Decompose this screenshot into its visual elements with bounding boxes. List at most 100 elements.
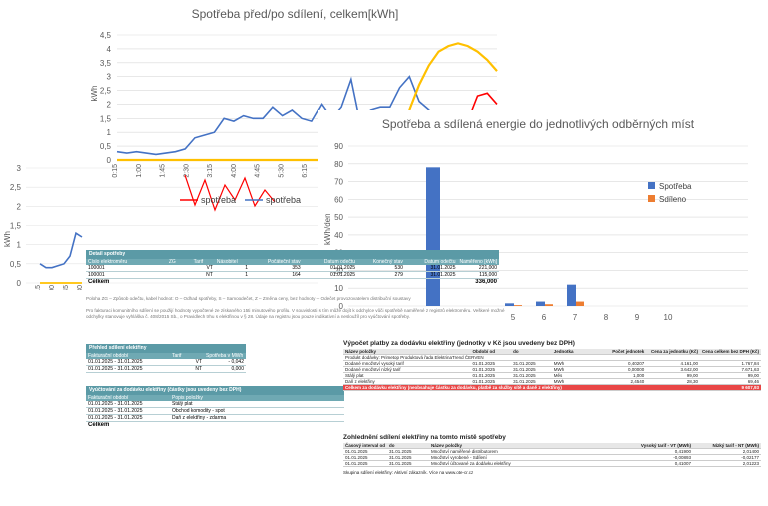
cell: 0,41007 (603, 460, 694, 467)
detail-title: Detail spotřeby (86, 250, 499, 259)
detail-col-tarif: Tarif (193, 259, 204, 265)
back-line-chart-svg: 3 2,5 2 1,5 1 0,5 0 kWh 0:15 1:00 1:45 2:30 spotřeba… (3, 164, 318, 299)
legend-swatch-sdileno (648, 195, 655, 202)
x-tick-label: 2:30 (183, 164, 190, 178)
legend-label: Sdíleno (659, 195, 687, 204)
table-row: Dodané množství vysoký tarif 01.01.2025 … (343, 360, 761, 367)
back-line-chart: 3 2,5 2 1,5 1 0,5 0 kWh 0:15 1:00 1:45 2:30 spotřeba… (0, 160, 320, 299)
vypocet-col-from: Období od (470, 349, 512, 355)
vypocet-table: Název položky Období od do Jednotka Poče… (343, 349, 761, 391)
vypocet-total-row: Celkem za dodávku elektřiny (neobsahuje … (343, 384, 761, 391)
detail-note: Pro fakturaci komunitního sdílení se pou… (86, 308, 505, 319)
bar-sdileno (576, 301, 584, 306)
x-tick-label: 6:15 (302, 164, 309, 178)
y-tick-label: 3,5 (100, 59, 112, 68)
y-tick-label: 0 (339, 302, 344, 311)
x-tick-label: 1:45 (160, 164, 167, 178)
series-line-yellow (117, 42, 498, 162)
cell: NT (170, 365, 204, 373)
cell: Obchod komodity - spot (170, 407, 344, 415)
y-tick-label: 0,5 (100, 142, 112, 151)
y-tick-label: 60 (334, 195, 343, 204)
cell: 01.01.2025 (343, 460, 388, 467)
detail-col-end: Konečný stav (372, 259, 403, 265)
y-tick-label: 80 (334, 160, 343, 169)
vypocet-col-count: Počet jednotek (593, 349, 647, 355)
table-row: 01.01.2025 - 31.01.2025 VT - 0,042 (86, 359, 246, 366)
prehled-section: Přehled sdílení elektřiny Fakturační obd… (86, 344, 246, 373)
cell: 1.767,84 (699, 360, 761, 367)
x-tick-label: 1:45 (63, 285, 70, 290)
legend-swatch-spotreba (648, 182, 655, 189)
x-tick-label: 7 (573, 313, 578, 322)
detail-col-meter: Číslo elektroměru (88, 259, 128, 265)
zohledneni-table: Časový interval od do Název položky Vyso… (343, 443, 761, 467)
bar-spotreba (536, 301, 545, 306)
cell: 2,01400 (693, 448, 761, 455)
series-line-blue (39, 231, 83, 269)
cell: Dodané množství nízký tarif (343, 366, 471, 373)
vyuctovani-title: Vyúčtování za dodávku elektřiny (částky … (86, 386, 344, 395)
cell: 01.01.2025 (302, 271, 358, 279)
x-tick-label: 8 (604, 313, 609, 322)
x-tick-label: 0:15 (112, 164, 119, 178)
vypocet-col-unit: Jednotka (551, 349, 594, 355)
cell: 01.01.2025 (470, 360, 512, 367)
x-tick-label: 3:15 (207, 164, 214, 178)
cell: MWh (551, 366, 594, 373)
detail-col-measured: Naměřeno [kWh] (459, 259, 497, 265)
vyuctovani-total-row: Celkem (86, 422, 344, 428)
y-tick-label: 1,5 (10, 222, 22, 231)
x-tick-label: 1:00 (136, 164, 143, 178)
prehled-col-period: Fakturační období (88, 353, 129, 359)
cell: 01.01.2025 - 31.01.2025 (86, 414, 170, 422)
cell: 99,00 (646, 372, 700, 379)
detail-col-date1: Datum odečtu (323, 259, 356, 265)
cell: 69,46 (699, 378, 761, 385)
y-tick-label: 0 (17, 279, 22, 288)
detail-col-date2: Datum odečtu (424, 259, 456, 265)
cell: 01.01.2025 (302, 265, 358, 272)
cell (166, 271, 192, 279)
vypocet-total-label: Celkem za dodávku elektřiny (neobsahuje … (343, 384, 700, 391)
x-tick-label: 4:45 (255, 164, 262, 178)
zohledneni-col-item: Název položky (429, 443, 604, 449)
table-row: 01.01.2025 - 31.01.2025 Stálý plat (86, 401, 344, 408)
detail-col-nasobitel: Násobitel (216, 259, 238, 265)
x-tick-label: 5:30 (278, 164, 285, 178)
cell: 7.671,63 (699, 366, 761, 373)
zohledneni-title: Zohlednění sdílení elektřiny na tomto mí… (343, 434, 506, 441)
cell: 31.01.2025 (511, 378, 552, 385)
detail-total-value: 336,000 (475, 279, 497, 285)
x-tick-label: 10 (664, 313, 673, 322)
cell: 0,00000 (593, 366, 647, 373)
y-tick-label: 2,5 (10, 183, 22, 192)
cell: 1 (214, 271, 250, 279)
cell: -0,02177 (693, 454, 761, 461)
cell (166, 265, 192, 272)
vyuctovani-col-item: Popis položky (172, 395, 203, 401)
cell: NT (191, 271, 215, 279)
vypocet-title: Výpočet platby za dodávku elektřiny (jed… (343, 340, 575, 347)
bar-spotreba (505, 303, 514, 306)
cell: 2,4540 (593, 378, 647, 385)
vyuctovani-table: Fakturační období Popis položky 01.01.20… (86, 395, 344, 428)
cell: 31.01.2025 (387, 448, 430, 455)
cell: 1 (214, 265, 250, 272)
vyuctovani-col-period: Fakturační období (88, 395, 129, 401)
cell: 01.01.2025 (470, 378, 512, 385)
cell: 01.01.2025 - 31.01.2025 (86, 401, 170, 408)
cell: Stálý plat (343, 372, 471, 379)
zohledneni-col-nt: Nízký tarif - NT (MWh) (693, 443, 761, 449)
y-tick-label: 0 (107, 156, 112, 165)
y-tick-label: 2,5 (100, 87, 112, 96)
y-tick-label: 4 (107, 45, 112, 54)
cell: 31.01.2025 (511, 372, 552, 379)
y-tick-label: 70 (334, 178, 343, 187)
cell: 4.161,00 (646, 360, 700, 367)
prehled-col-mwh: Spotřeba v MWh (206, 353, 244, 359)
y-tick-label: 3 (17, 164, 22, 173)
table-row: 01.01.2025 31.01.2025 Množství vyrobené … (343, 454, 761, 461)
chart-title: Spotřeba a sdílená energie do jednotlivý… (382, 117, 695, 131)
cell: 28,30 (646, 378, 700, 385)
